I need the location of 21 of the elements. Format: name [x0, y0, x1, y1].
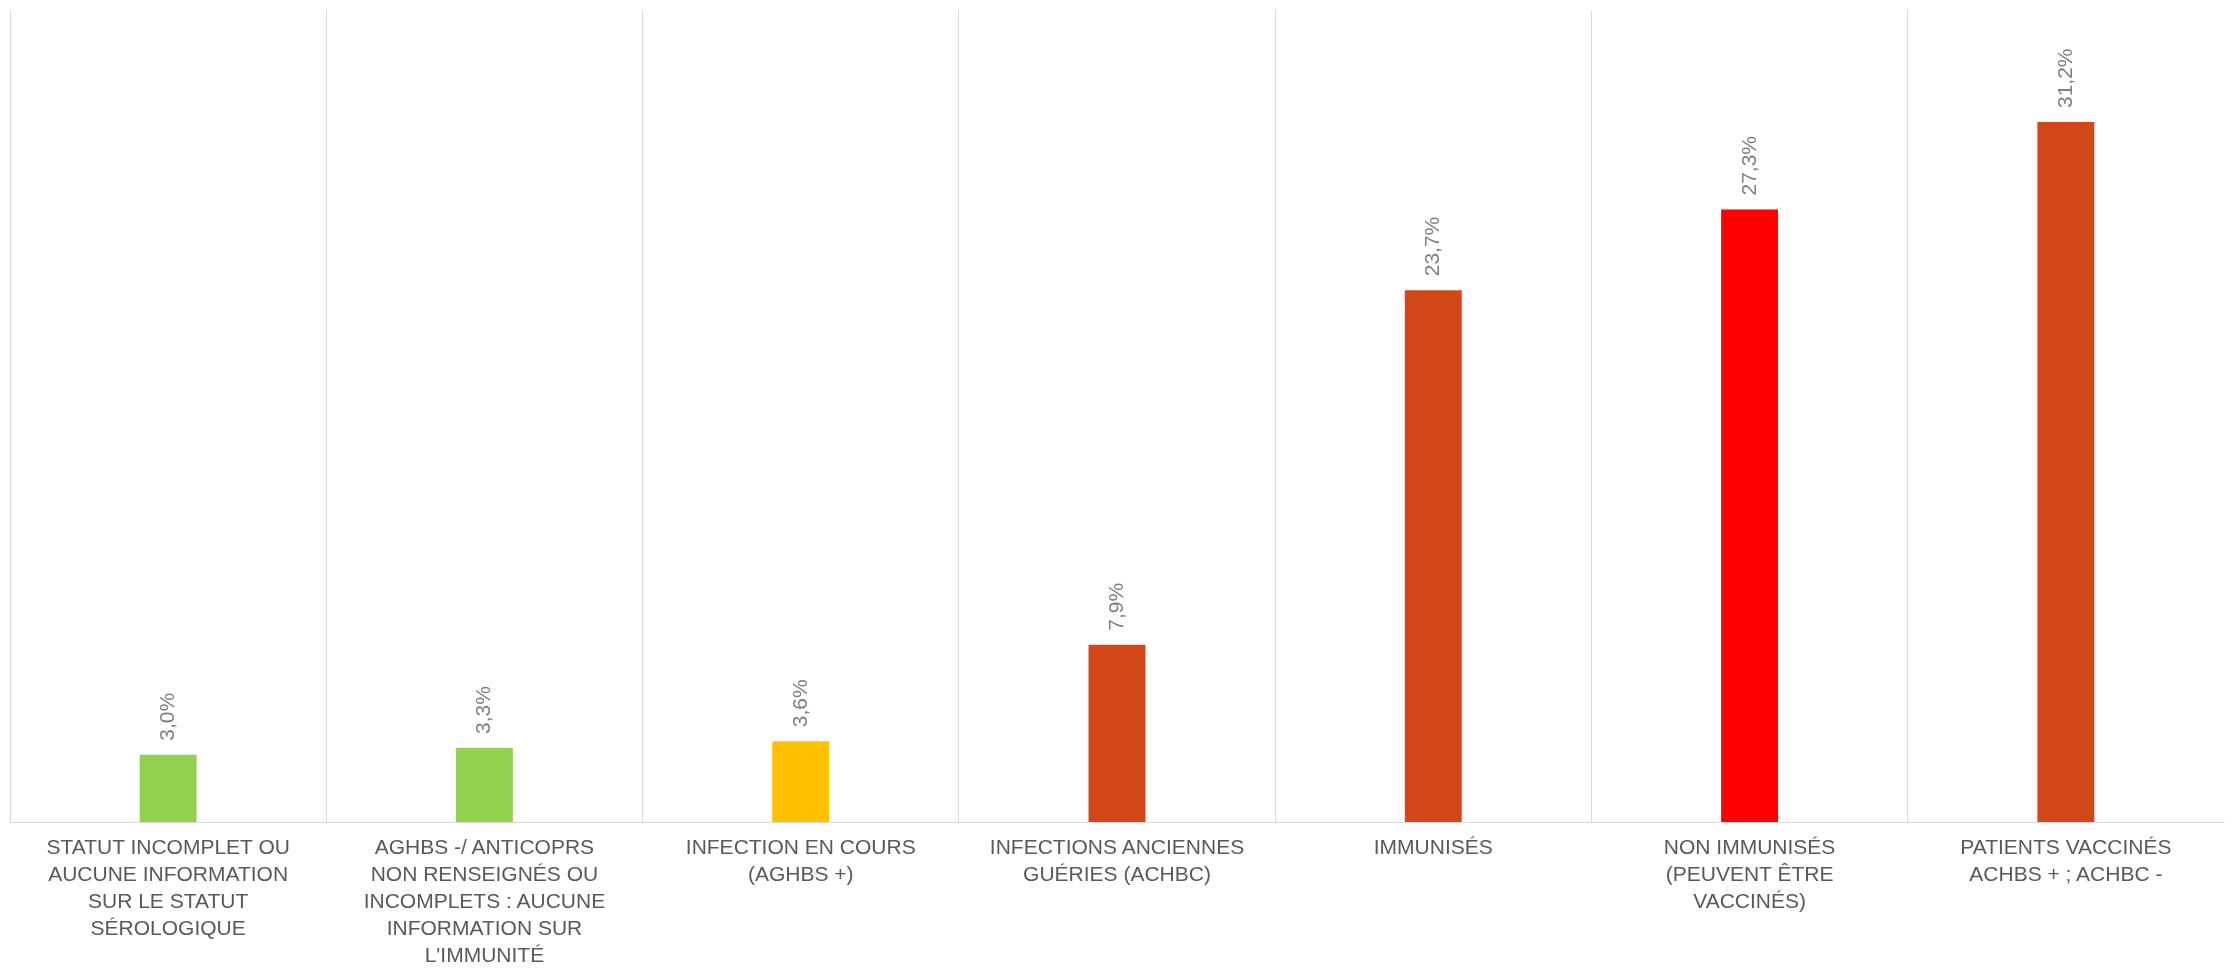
x-tick-label: IMMUNISÉS: [1373, 834, 1493, 858]
bar: [1721, 209, 1779, 822]
bar: [772, 741, 830, 822]
x-tick-label: INFECTION EN COURS (AGHBS +): [685, 834, 916, 885]
x-tick-label: PATIENTS VACCINÉS ACHBS + ; ACHBC -: [1960, 834, 2172, 885]
x-tick-label: NON IMMUNISÉS (PEUVENT ÊTRE VACCINÉS): [1663, 834, 1836, 912]
x-tick-label: AGHBS -/ ANTICOPRS NON RENSEIGNÉS OU INCOMPLETS : AUCUNE INFORMATION SUR L'IMMUNITÉ: [363, 834, 606, 966]
data-label: 27,3%: [1736, 135, 1760, 196]
bar: [2037, 122, 2095, 822]
x-tick-label: INFECTIONS ANCIENNES GUÉRIES (ACHBC): [989, 834, 1245, 885]
bar: [139, 754, 197, 822]
bar: [1404, 290, 1462, 822]
data-label: 31,2%: [2052, 48, 2076, 108]
data-label: 7,9%: [1104, 582, 1127, 631]
x-tick-label: STATUT INCOMPLET OU AUCUNE INFORMATION SUR LE STATUT SÉROLOGIQUE: [46, 834, 290, 939]
data-label: 23,7%: [1420, 216, 1444, 277]
data-label: 3,3%: [471, 686, 495, 734]
bar: [455, 747, 513, 822]
bar: [1088, 644, 1146, 822]
data-label: 3,0%: [155, 692, 179, 741]
data-label: 3,6%: [787, 679, 811, 728]
